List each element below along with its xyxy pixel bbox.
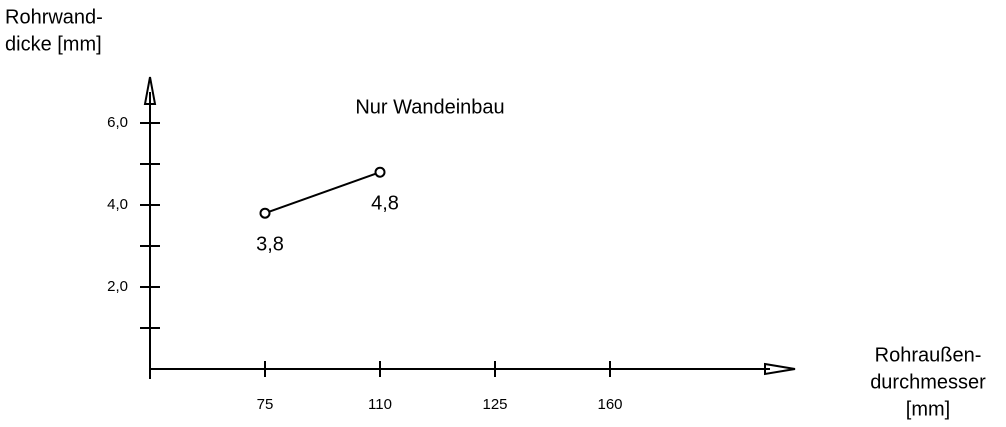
y-arrow bbox=[143, 76, 157, 105]
y-tick-label: 4,0 bbox=[107, 196, 128, 213]
data-line bbox=[264, 171, 381, 215]
x-arrow bbox=[764, 362, 796, 376]
data-label: 4,8 bbox=[371, 192, 399, 214]
x-tick-label: 125 bbox=[482, 396, 507, 413]
x-tick-label: 110 bbox=[368, 396, 392, 413]
chart-title: Nur Wandeinbau bbox=[355, 96, 504, 118]
x-axis-label: [mm] bbox=[906, 398, 950, 420]
x-tick-label: 160 bbox=[597, 396, 622, 413]
y-axis-label: dicke [mm] bbox=[5, 33, 102, 55]
x-axis-label: durchmesser bbox=[870, 371, 986, 393]
data-point bbox=[374, 166, 386, 178]
data-label: 3,8 bbox=[256, 233, 284, 255]
x-tick-label: 75 bbox=[257, 396, 274, 413]
y-tick-label: 6,0 bbox=[107, 114, 128, 131]
y-tick-label: 2,0 bbox=[107, 278, 128, 295]
y-axis-label: Rohrwand- bbox=[5, 6, 103, 28]
x-axis-label: Rohraußen- bbox=[875, 344, 982, 366]
data-point bbox=[259, 207, 271, 219]
